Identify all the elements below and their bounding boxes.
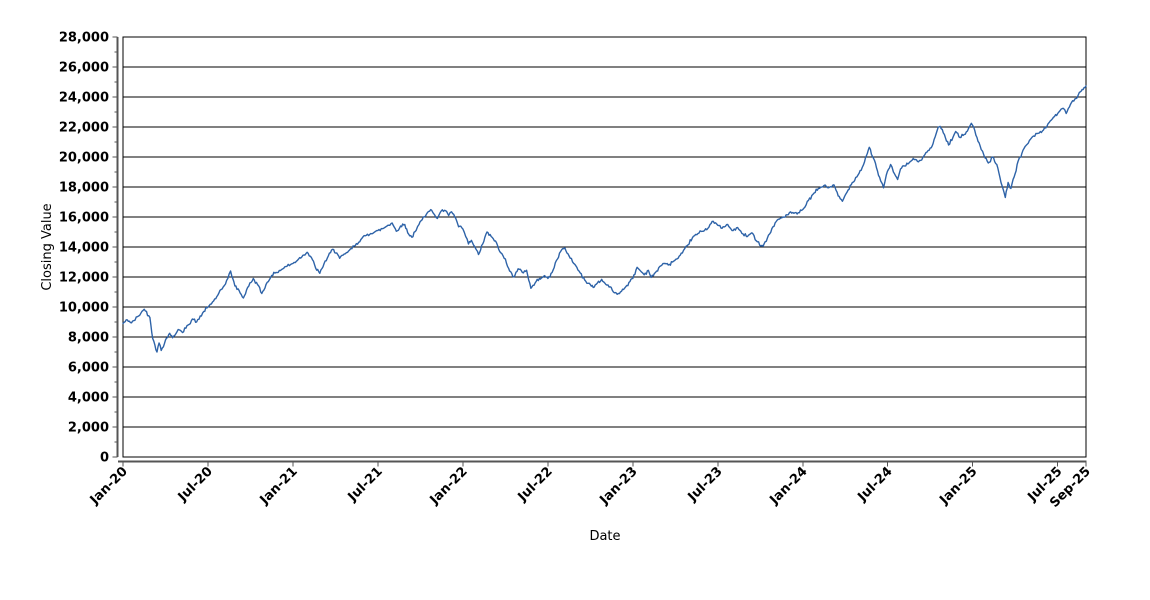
y-tick-label: 14,000 bbox=[59, 241, 109, 256]
x-axis-title: Date bbox=[589, 529, 620, 544]
y-tick-label: 16,000 bbox=[59, 211, 109, 226]
y-tick-label: 28,000 bbox=[59, 31, 109, 46]
y-axis-ticks bbox=[112, 36, 118, 458]
y-tick-label: 2,000 bbox=[68, 421, 109, 436]
y-tick-label: 26,000 bbox=[59, 61, 109, 76]
x-tick-label: Jul-20 bbox=[175, 464, 216, 505]
plot-border bbox=[122, 36, 1087, 458]
y-tick-label: 12,000 bbox=[59, 271, 109, 286]
y-axis-tick-labels: 0 2,000 4,000 6,000 8,000 10,000 12,000 14,000 1… bbox=[59, 31, 109, 466]
series-lines bbox=[122, 85, 1087, 353]
x-tick-label: Jul-21 bbox=[345, 464, 386, 505]
y-tick-label: 0 bbox=[100, 451, 109, 466]
y-tick-label: 22,000 bbox=[59, 121, 109, 136]
y-tick-label: 18,000 bbox=[59, 181, 109, 196]
x-tick-label: Jul-23 bbox=[685, 464, 726, 505]
y-tick-label: 20,000 bbox=[59, 151, 109, 166]
x-axis-ticks bbox=[122, 461, 1087, 467]
x-tick-label: Jan-22 bbox=[427, 464, 471, 508]
y-tick-label: 10,000 bbox=[59, 301, 109, 316]
x-tick-label: Jul-22 bbox=[515, 464, 556, 505]
y-tick-label: 8,000 bbox=[68, 331, 109, 346]
x-tick-label: Jan-21 bbox=[257, 464, 301, 508]
series-line bbox=[122, 85, 1087, 353]
gridlines bbox=[123, 36, 1086, 458]
y-tick-label: 6,000 bbox=[68, 361, 109, 376]
x-tick-label: Jan-24 bbox=[766, 464, 810, 508]
x-tick-label: Jul-24 bbox=[855, 464, 896, 505]
x-tick-label: Jan-20 bbox=[87, 464, 131, 508]
x-tick-label: Jan-25 bbox=[936, 464, 980, 508]
y-tick-label: 24,000 bbox=[59, 91, 109, 106]
x-axis-tick-labels: Jan-20 Jul-20 Jan-21 Jul-21 Jan-22 Jul-22 Jan-… bbox=[87, 464, 1094, 511]
y-tick-label: 4,000 bbox=[68, 391, 109, 406]
x-tick-label: Jan-23 bbox=[597, 464, 641, 508]
y-axis-title: Closing Value bbox=[40, 203, 55, 290]
